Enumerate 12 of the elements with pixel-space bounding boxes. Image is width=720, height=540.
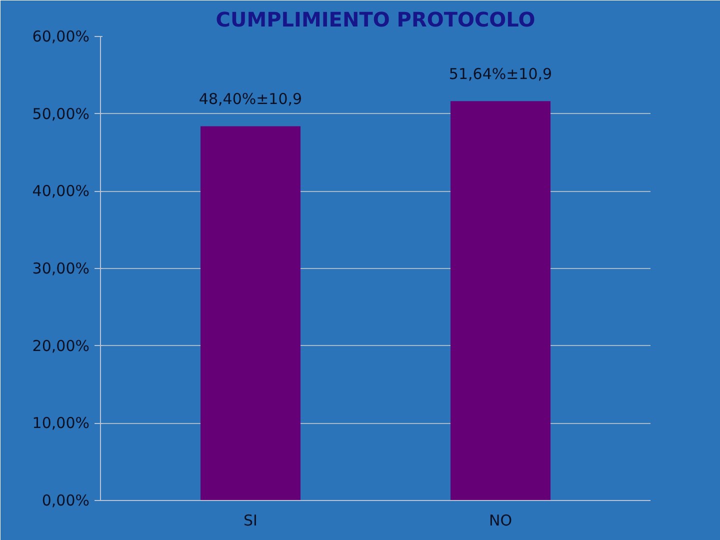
y-tick-label: 0,00% (42, 492, 90, 510)
x-tick-label: SI (244, 512, 258, 530)
chart-title: CUMPLIMIENTO PROTOCOLO (216, 8, 536, 32)
y-tick-label: 40,00% (32, 182, 90, 200)
data-label: 48,40%±10,9 (198, 90, 302, 108)
y-tick-label: 60,00% (32, 28, 90, 46)
y-tick-label: 10,00% (32, 414, 90, 432)
y-tick-label: 50,00% (32, 104, 90, 123)
y-tick-label: 20,00% (32, 336, 90, 355)
y-tick-label: 30,00% (32, 260, 90, 278)
x-tick-label: NO (488, 512, 512, 530)
data-label: 51,64%±10,9 (448, 65, 552, 84)
